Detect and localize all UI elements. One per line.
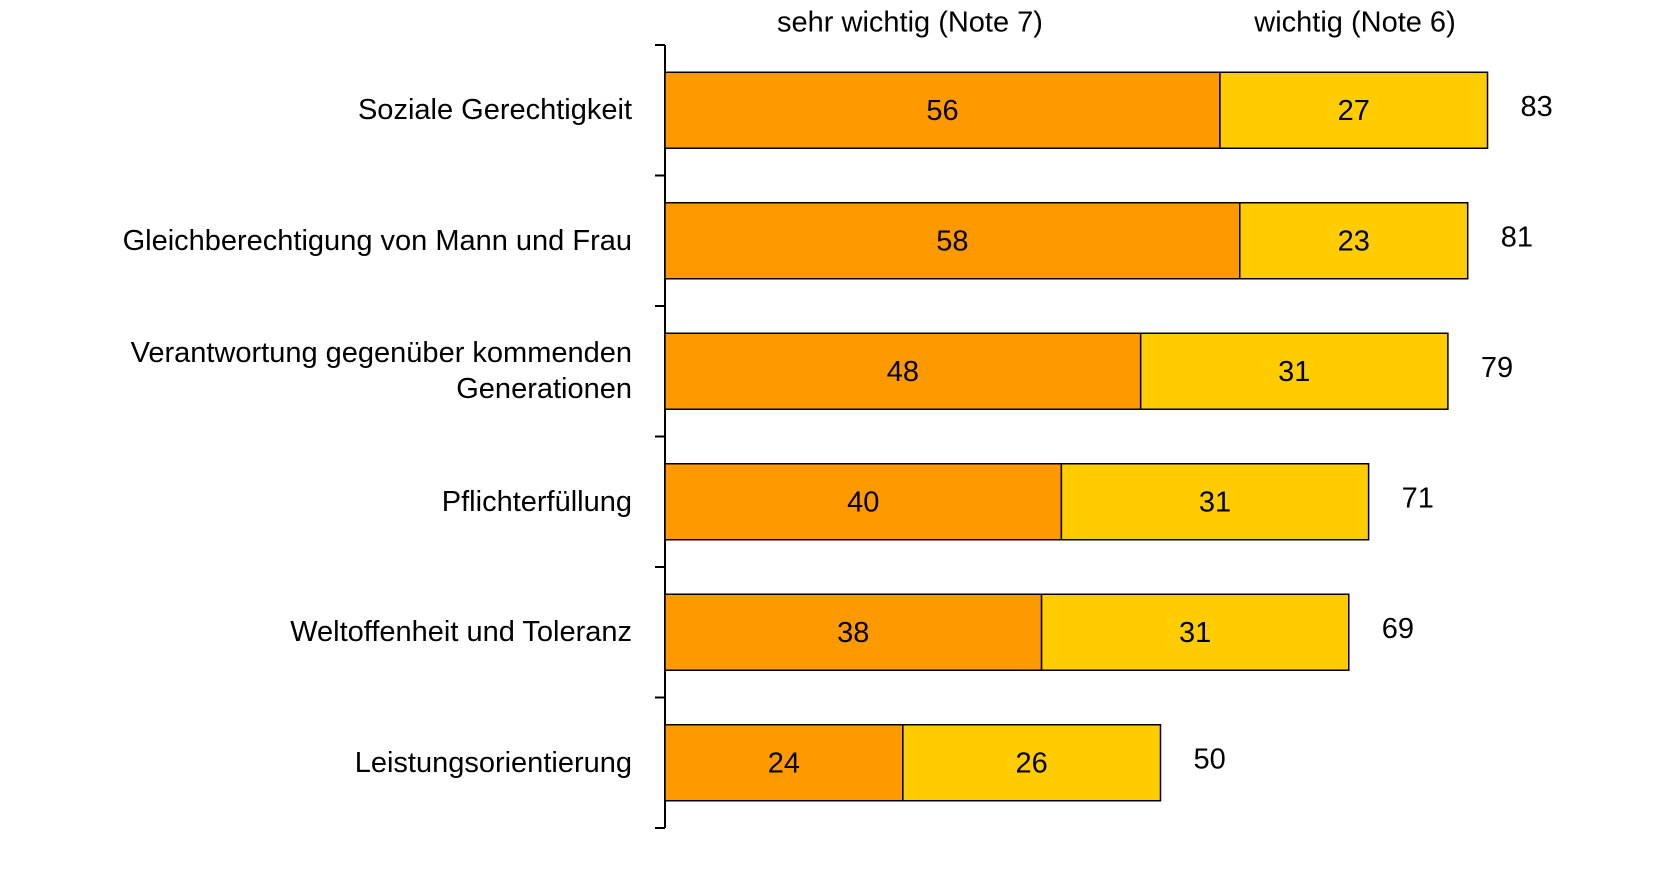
bar-segment [664,593,1043,671]
category-label: Soziale Gerechtigkeit [357,94,632,127]
value-label: 31 [1179,617,1211,649]
total-label: 69 [1382,613,1414,645]
value-label: 26 [1016,747,1048,779]
value-label: 27 [1338,95,1370,127]
bar-segment [664,202,1241,280]
total-label: 71 [1402,482,1434,514]
category-label: Verantwortung gegenüber kommenden Genera… [130,337,632,406]
legend-label: sehr wichtig (Note 7) [777,7,1043,39]
bar-segment [1060,463,1370,541]
bar-segment [664,332,1142,410]
total-label: 81 [1501,221,1533,253]
bar-segment [1040,593,1350,671]
bar-segment [664,724,904,802]
bar-segment [1139,332,1449,410]
value-label: 23 [1338,225,1370,257]
bar-segment [1219,71,1489,149]
bar-segment [1239,202,1469,280]
value-label: 56 [926,95,958,127]
total-label: 83 [1521,91,1553,123]
bar-segment [902,724,1162,802]
legend-label: wichtig (Note 6) [1253,7,1455,39]
category-label: Weltoffenheit und Toleranz [290,616,632,649]
total-label: 50 [1194,743,1226,775]
value-label: 38 [837,617,869,649]
category-label: Gleichberechtigung von Mann und Frau [122,224,632,257]
category-label: Pflichterfüllung [441,485,632,518]
bar-segment [664,463,1063,541]
value-label: 40 [847,486,879,518]
value-label: 31 [1278,356,1310,388]
total-label: 79 [1481,352,1513,384]
value-label: 48 [887,356,919,388]
category-label: Leistungsorientierung [354,746,632,779]
value-label: 58 [936,225,968,257]
value-label: 31 [1199,486,1231,518]
value-label: 24 [768,747,800,779]
